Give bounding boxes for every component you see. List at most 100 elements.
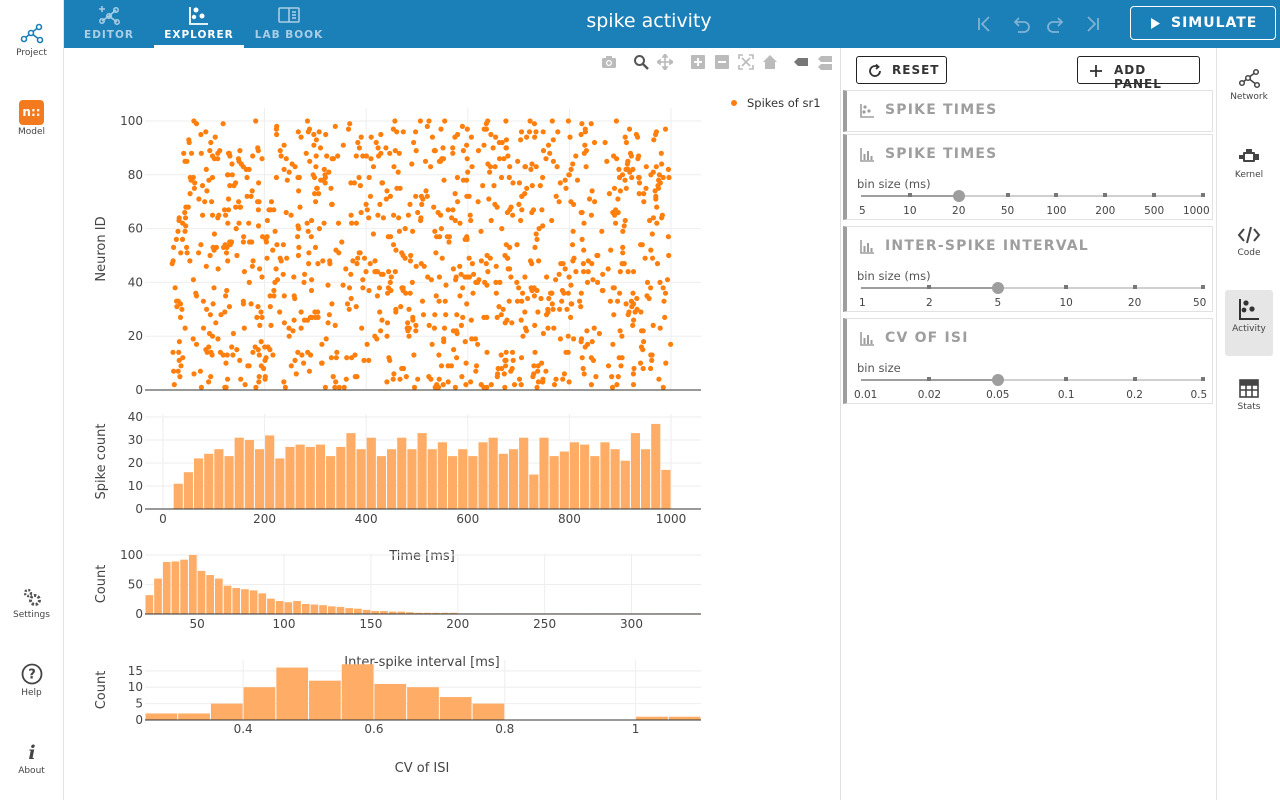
spike-point[interactable] [271, 207, 277, 213]
spike-point[interactable] [225, 220, 231, 226]
spike-point[interactable] [296, 244, 302, 250]
spike-point[interactable] [524, 134, 530, 140]
spike-point[interactable] [452, 217, 458, 224]
spike-point[interactable] [493, 290, 499, 296]
spike-point[interactable] [313, 164, 319, 170]
spike-point[interactable] [658, 150, 664, 156]
spike-point[interactable] [274, 123, 280, 129]
spike-point[interactable] [511, 382, 518, 388]
spike-point[interactable] [454, 355, 460, 361]
spike-point[interactable] [611, 285, 617, 291]
spike-point[interactable] [634, 295, 640, 302]
spike-point[interactable] [229, 172, 235, 178]
slider-option-label[interactable]: 5 [858, 205, 866, 217]
spike-point[interactable] [481, 142, 487, 148]
spike-point[interactable] [518, 355, 525, 361]
spike-point[interactable] [209, 153, 216, 159]
spike-point[interactable] [523, 328, 530, 334]
spike-point[interactable] [180, 355, 186, 361]
spike-point[interactable] [270, 352, 276, 358]
spike-point[interactable] [591, 325, 597, 331]
spike-point[interactable] [589, 261, 595, 267]
spike-point[interactable] [209, 199, 215, 205]
spike-point[interactable] [403, 290, 409, 296]
spike-point[interactable] [648, 352, 654, 358]
spike-point[interactable] [246, 279, 252, 285]
spike-point[interactable] [259, 156, 265, 162]
spike-point[interactable] [510, 180, 516, 186]
spike-point[interactable] [418, 217, 424, 224]
spike-point[interactable] [398, 304, 404, 310]
slider-mark[interactable] [1054, 193, 1059, 197]
spike-point[interactable] [250, 349, 256, 355]
spike-point[interactable] [551, 325, 557, 331]
spike-point[interactable] [464, 236, 470, 242]
slider-thumb[interactable] [991, 374, 1004, 386]
spike-point[interactable] [649, 255, 656, 261]
spike-point[interactable] [455, 199, 461, 205]
histogram-bar[interactable] [380, 611, 388, 614]
spike-point[interactable] [360, 153, 366, 159]
spike-point[interactable] [191, 371, 197, 377]
spike-point[interactable] [286, 325, 292, 331]
spike-point[interactable] [234, 252, 240, 259]
spike-point[interactable] [199, 183, 206, 189]
spike-point[interactable] [293, 371, 299, 377]
spike-point[interactable] [426, 118, 432, 124]
spike-point[interactable] [564, 306, 570, 312]
spike-point[interactable] [177, 301, 184, 307]
spike-point[interactable] [313, 153, 319, 159]
panel-divider[interactable] [840, 48, 841, 800]
histogram-bar[interactable] [154, 578, 162, 614]
spike-point[interactable] [615, 298, 621, 304]
spike-point[interactable] [518, 129, 525, 135]
spike-point[interactable] [506, 298, 512, 304]
spike-point[interactable] [428, 164, 434, 170]
spike-point[interactable] [259, 274, 265, 280]
zoom-in-icon[interactable] [690, 54, 706, 70]
spike-point[interactable] [215, 266, 221, 272]
spike-point[interactable] [372, 333, 378, 339]
spike-point[interactable] [562, 177, 568, 183]
spike-point[interactable] [574, 177, 581, 183]
histogram-bar[interactable] [244, 440, 254, 509]
spike-point[interactable] [396, 215, 402, 221]
spike-point[interactable] [454, 174, 460, 181]
histogram-bar[interactable] [214, 449, 224, 509]
spike-point[interactable] [368, 134, 374, 140]
spike-point[interactable] [445, 207, 451, 213]
spike-point[interactable] [193, 121, 200, 127]
spike-point[interactable] [654, 261, 661, 267]
nav-stats[interactable]: Stats [1225, 370, 1273, 432]
spike-point[interactable] [353, 220, 359, 226]
spike-point[interactable] [554, 164, 560, 170]
spike-point[interactable] [506, 174, 512, 181]
spike-point[interactable] [527, 118, 533, 124]
spike-point[interactable] [410, 228, 416, 234]
spike-point[interactable] [378, 131, 384, 138]
spike-point[interactable] [364, 207, 370, 213]
spike-point[interactable] [204, 306, 210, 312]
spike-point[interactable] [333, 355, 339, 361]
spike-point[interactable] [175, 368, 181, 374]
spike-point[interactable] [660, 384, 666, 390]
slider-option-label[interactable]: 0.1 [1057, 389, 1075, 401]
spike-point[interactable] [563, 185, 569, 191]
spike-point[interactable] [464, 301, 470, 307]
spike-point[interactable] [225, 207, 232, 213]
spike-point[interactable] [441, 325, 448, 331]
spike-point[interactable] [292, 357, 298, 363]
spike-point[interactable] [200, 212, 206, 218]
spike-point[interactable] [571, 255, 577, 261]
spike-point[interactable] [345, 126, 352, 132]
spike-point[interactable] [323, 131, 329, 138]
spike-point[interactable] [544, 274, 550, 280]
spike-point[interactable] [520, 290, 526, 296]
spike-point[interactable] [487, 255, 493, 261]
spike-point[interactable] [244, 174, 250, 181]
spike-point[interactable] [227, 183, 233, 189]
spike-point[interactable] [377, 309, 383, 315]
spike-point[interactable] [604, 158, 610, 164]
spike-point[interactable] [424, 123, 430, 129]
spike-point[interactable] [643, 185, 649, 191]
